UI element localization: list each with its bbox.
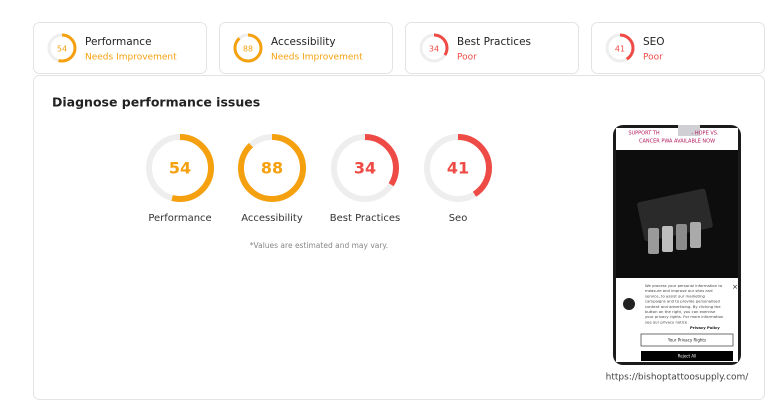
cookie-text: We process your personal information to (645, 283, 723, 288)
privacy-link: Privacy Policy (690, 325, 720, 330)
cookie-text: your privacy rights. For more informatio… (645, 314, 724, 319)
site-url: https://bishoptattoosupply.com/ (606, 373, 750, 383)
cookie-modal (616, 278, 738, 362)
gauge-label: Accessibility (241, 213, 303, 224)
gauge-arc (419, 33, 449, 63)
card-title: Performance (85, 36, 152, 48)
gauge-arc (146, 134, 214, 202)
product-bottle (662, 226, 673, 252)
card-score: 88 (243, 45, 253, 54)
close-icon[interactable]: × (732, 283, 738, 291)
brand-logo (623, 298, 635, 310)
gauge-arc (331, 134, 399, 202)
gauge-arc (233, 33, 263, 63)
gauge-arc (47, 33, 77, 63)
card-score: 54 (57, 45, 67, 54)
cookie-text: see our privacy notice (645, 319, 688, 324)
product-bottle (676, 224, 687, 250)
cookie-text: campaigns and to provide personalised (645, 299, 721, 304)
cookie-text: content and advertising. By clicking the (645, 304, 721, 309)
panel-title: Diagnose performance issues (52, 95, 260, 110)
card-title: Best Practices (457, 36, 531, 48)
gauge-label: Best Practices (330, 213, 400, 224)
card-title: SEO (643, 36, 665, 48)
gauge-label: Performance (148, 213, 211, 224)
gauge-score: 41 (447, 159, 469, 178)
banner-bg (616, 128, 738, 150)
card-bg (405, 22, 579, 74)
gauge-label: Seo (449, 213, 468, 224)
reject-button[interactable] (641, 351, 733, 361)
banner-text: - HOPE VS. (691, 131, 718, 137)
note: *Values are estimated and may vary. (250, 241, 388, 250)
cookie-text: service, to assist our marketing (645, 293, 705, 298)
card-status: Needs Improvement (271, 53, 363, 63)
card-bg (219, 22, 393, 74)
button-label: Reject All (678, 354, 697, 359)
gauge-arc (424, 134, 492, 202)
card-bg (33, 22, 207, 74)
product-bottle (648, 228, 659, 254)
card-status: Needs Improvement (85, 53, 177, 63)
cookie-text: measure and improve our sites and (645, 288, 713, 293)
card-score: 41 (615, 45, 625, 54)
card-title: Accessibility (271, 36, 336, 48)
button-label: Your Privacy Rights (667, 338, 706, 343)
cookie-text: button on the right, you can exercise (645, 309, 716, 314)
card-bg (591, 22, 765, 74)
redaction-box (678, 125, 700, 136)
card-status: Poor (643, 53, 663, 63)
gauge-score: 34 (354, 159, 376, 178)
banner-text: CANCER PWA AVAILABLE NOW (639, 139, 715, 145)
gauge-score: 54 (169, 159, 191, 178)
card-status: Poor (457, 53, 477, 63)
phone-preview (613, 125, 741, 365)
product-bottle (690, 222, 701, 248)
banner-text: SUPPORT TH (628, 131, 660, 137)
gauge-arc (238, 134, 306, 202)
privacy-rights-button[interactable] (640, 333, 734, 347)
card-score: 34 (429, 45, 439, 54)
gauge-score: 88 (261, 159, 283, 178)
gauge-arc (605, 33, 635, 63)
diagnose-panel (33, 75, 765, 400)
